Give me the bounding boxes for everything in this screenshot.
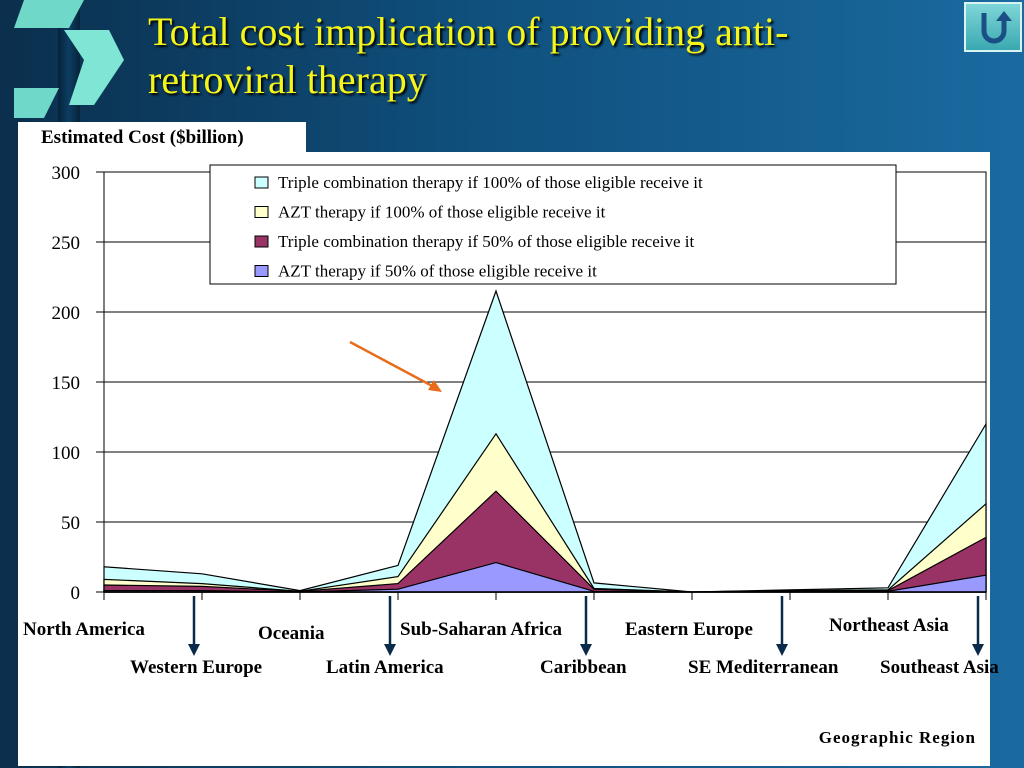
down-arrow-head: [188, 644, 200, 656]
region-label: Eastern Europe: [625, 619, 753, 640]
legend-swatch: [254, 235, 269, 248]
down-arrow-head: [580, 644, 592, 656]
down-arrow-head: [776, 644, 788, 656]
down-arrow-head: [384, 644, 396, 656]
x-axis-title: Geographic Region: [818, 728, 976, 747]
return-arrow-icon: [981, 11, 1012, 44]
region-label: North America: [23, 619, 145, 640]
area-chart: 0 50 100 150 200 250 300 Triple combination the…: [52, 163, 987, 656]
y-tick-label: 300: [52, 163, 81, 184]
decor-logo-shapes: [14, 0, 124, 118]
y-tick-label: 100: [52, 443, 81, 464]
legend-swatch: [254, 176, 269, 189]
legend-swatch: [254, 265, 269, 277]
down-arrow-head: [972, 644, 984, 656]
region-label: Northeast Asia: [829, 615, 949, 636]
y-tick-label: 0: [71, 583, 81, 604]
chart-panel: 0 50 100 150 200 250 300 Triple combination the…: [18, 152, 999, 766]
y-tick-label: 200: [52, 303, 81, 324]
legend-label: AZT therapy if 50% of those eligible rec…: [278, 262, 597, 281]
area-series: [103, 289, 987, 593]
y-tick-label: 150: [52, 373, 81, 394]
slide-title: Total cost implication of providing anti…: [148, 9, 789, 102]
legend-swatch: [254, 206, 269, 218]
y-tick-label: 50: [61, 513, 80, 534]
legend-box: [209, 164, 897, 285]
pointer-arrow-head: [428, 380, 442, 392]
region-label: SE Mediterranean: [688, 657, 839, 678]
region-label: Latin America: [326, 657, 444, 678]
pointer-arrow: [349, 340, 437, 390]
region-label: Western Europe: [130, 657, 263, 678]
legend-label: AZT therapy if 100% of those eligible re…: [278, 203, 606, 222]
home-button[interactable]: [964, 2, 1022, 52]
region-label: Caribbean: [540, 657, 627, 678]
region-label: Oceania: [258, 623, 325, 644]
legend-label: Triple combination therapy if 50% of tho…: [278, 232, 695, 251]
area-series: [103, 490, 987, 593]
legend-label: Triple combination therapy if 100% of th…: [278, 173, 703, 192]
region-label: Southeast Asia: [880, 657, 999, 678]
region-label: Sub-Saharan Africa: [400, 619, 563, 640]
y-axis-label: Estimated Cost ($billion): [18, 122, 306, 154]
y-tick-label: 250: [52, 233, 81, 254]
